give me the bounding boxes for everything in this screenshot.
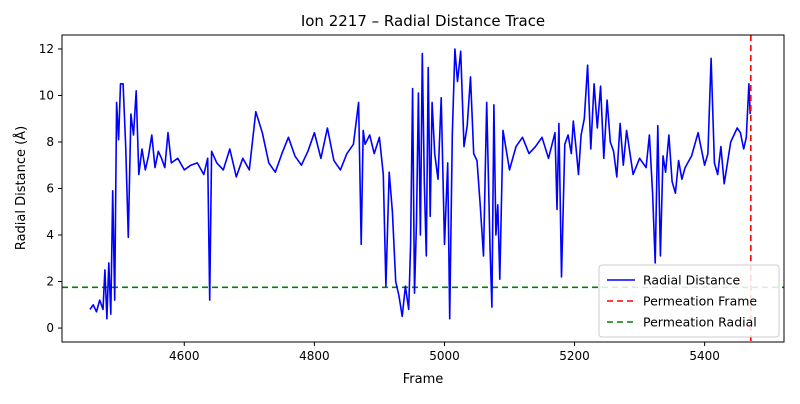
plot-frame: [61, 34, 785, 343]
y-tick-label: 8: [46, 135, 54, 149]
x-axis-label: Frame: [403, 372, 444, 387]
y-tick-label: 0: [46, 321, 54, 335]
y-tick-label: 12: [39, 42, 54, 56]
y-tick-label: 10: [39, 88, 54, 102]
y-axis-label: Radial Distance (Å): [13, 126, 29, 250]
x-tick-label: 5000: [429, 349, 460, 363]
x-tick-label: 4600: [169, 349, 200, 363]
legend-box: [598, 264, 780, 338]
chart-title: Ion 2217 – Radial Distance Trace: [301, 12, 545, 30]
y-tick-label: 2: [46, 275, 54, 289]
radial-distance-line: [89, 48, 751, 320]
x-tick-label: 5200: [559, 349, 590, 363]
legend-label: Radial Distance: [643, 273, 741, 288]
legend-label: Permeation Frame: [643, 294, 757, 309]
x-tick-label: 4800: [299, 349, 330, 363]
y-tick-label: 4: [46, 228, 54, 242]
legend-label: Permeation Radial: [643, 315, 757, 330]
y-tick-label: 6: [46, 182, 54, 196]
x-tick-label: 5400: [689, 349, 720, 363]
